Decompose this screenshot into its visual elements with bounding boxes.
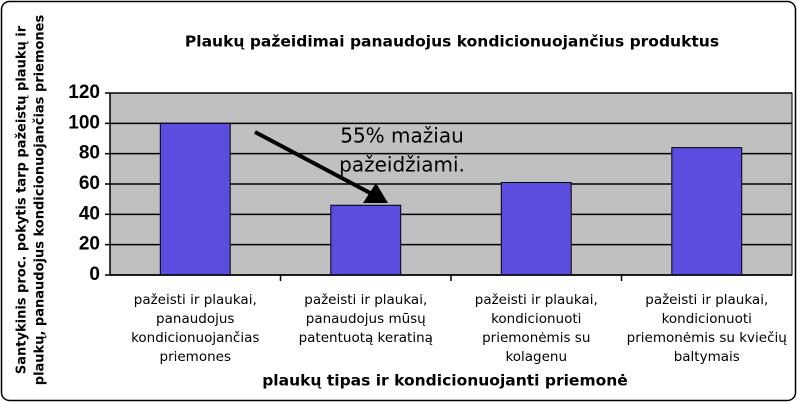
y-tick-label: 40: [79, 203, 100, 224]
x-tick-label: kondicionuojančias: [131, 330, 259, 346]
x-tick-label: pažeisti ir plaukai,: [645, 292, 768, 308]
arrow-head: [363, 183, 388, 203]
arrow-shaft: [254, 130, 373, 196]
x-tick-label: kondicionuoti: [662, 311, 752, 327]
x-tick-label: priemones: [160, 349, 231, 365]
y-label-line: Santykinis proc. pokytis tarp pažeistų p…: [15, 25, 30, 374]
y-tick-label: 0: [89, 264, 100, 285]
x-tick-label: pažeisti ir plaukai,: [475, 292, 598, 308]
y-tick-label: 20: [79, 234, 100, 255]
x-tick-label: panaudojus mūsų: [306, 311, 426, 327]
x-tick-label: priemonėmis su kviečių: [627, 330, 788, 346]
x-label: plaukų tipas ir kondicionuojanti priemon…: [262, 372, 628, 390]
x-tick-label: pažeisti ir plaukai,: [134, 292, 257, 308]
y-label-line: plaukų, panaudojus kondicionuojančias pr…: [33, 15, 48, 386]
y-tick-label: 80: [79, 143, 100, 164]
y-tick-label: 100: [68, 112, 100, 133]
x-tick-label: priemonėmis su: [482, 330, 590, 346]
annotation: 55% mažiau: [340, 124, 464, 148]
x-tick-label: kolagenu: [505, 349, 567, 365]
bar: [671, 147, 743, 276]
y-tick-label: 120: [68, 82, 100, 103]
bar: [330, 204, 402, 276]
y-tick-label: 60: [79, 173, 100, 194]
x-tick-label: baltymais: [674, 349, 740, 365]
plot-border: [109, 92, 793, 276]
x-tick-label: patentuotą keratiną: [299, 330, 433, 346]
x-tick-label: pažeisti ir plaukai,: [304, 292, 427, 308]
bar: [500, 181, 572, 276]
y-label: Santykinis proc. pokytis tarp pažeistų p…: [15, 15, 48, 386]
bar: [159, 122, 231, 276]
chart-title: Plaukų pažeidimai panaudojus kondicionuo…: [185, 33, 719, 51]
x-tick-label: panaudojus: [156, 311, 234, 327]
x-tick-label: kondicionuoti: [491, 311, 581, 327]
annotation: pažeidžiami.: [339, 153, 465, 177]
